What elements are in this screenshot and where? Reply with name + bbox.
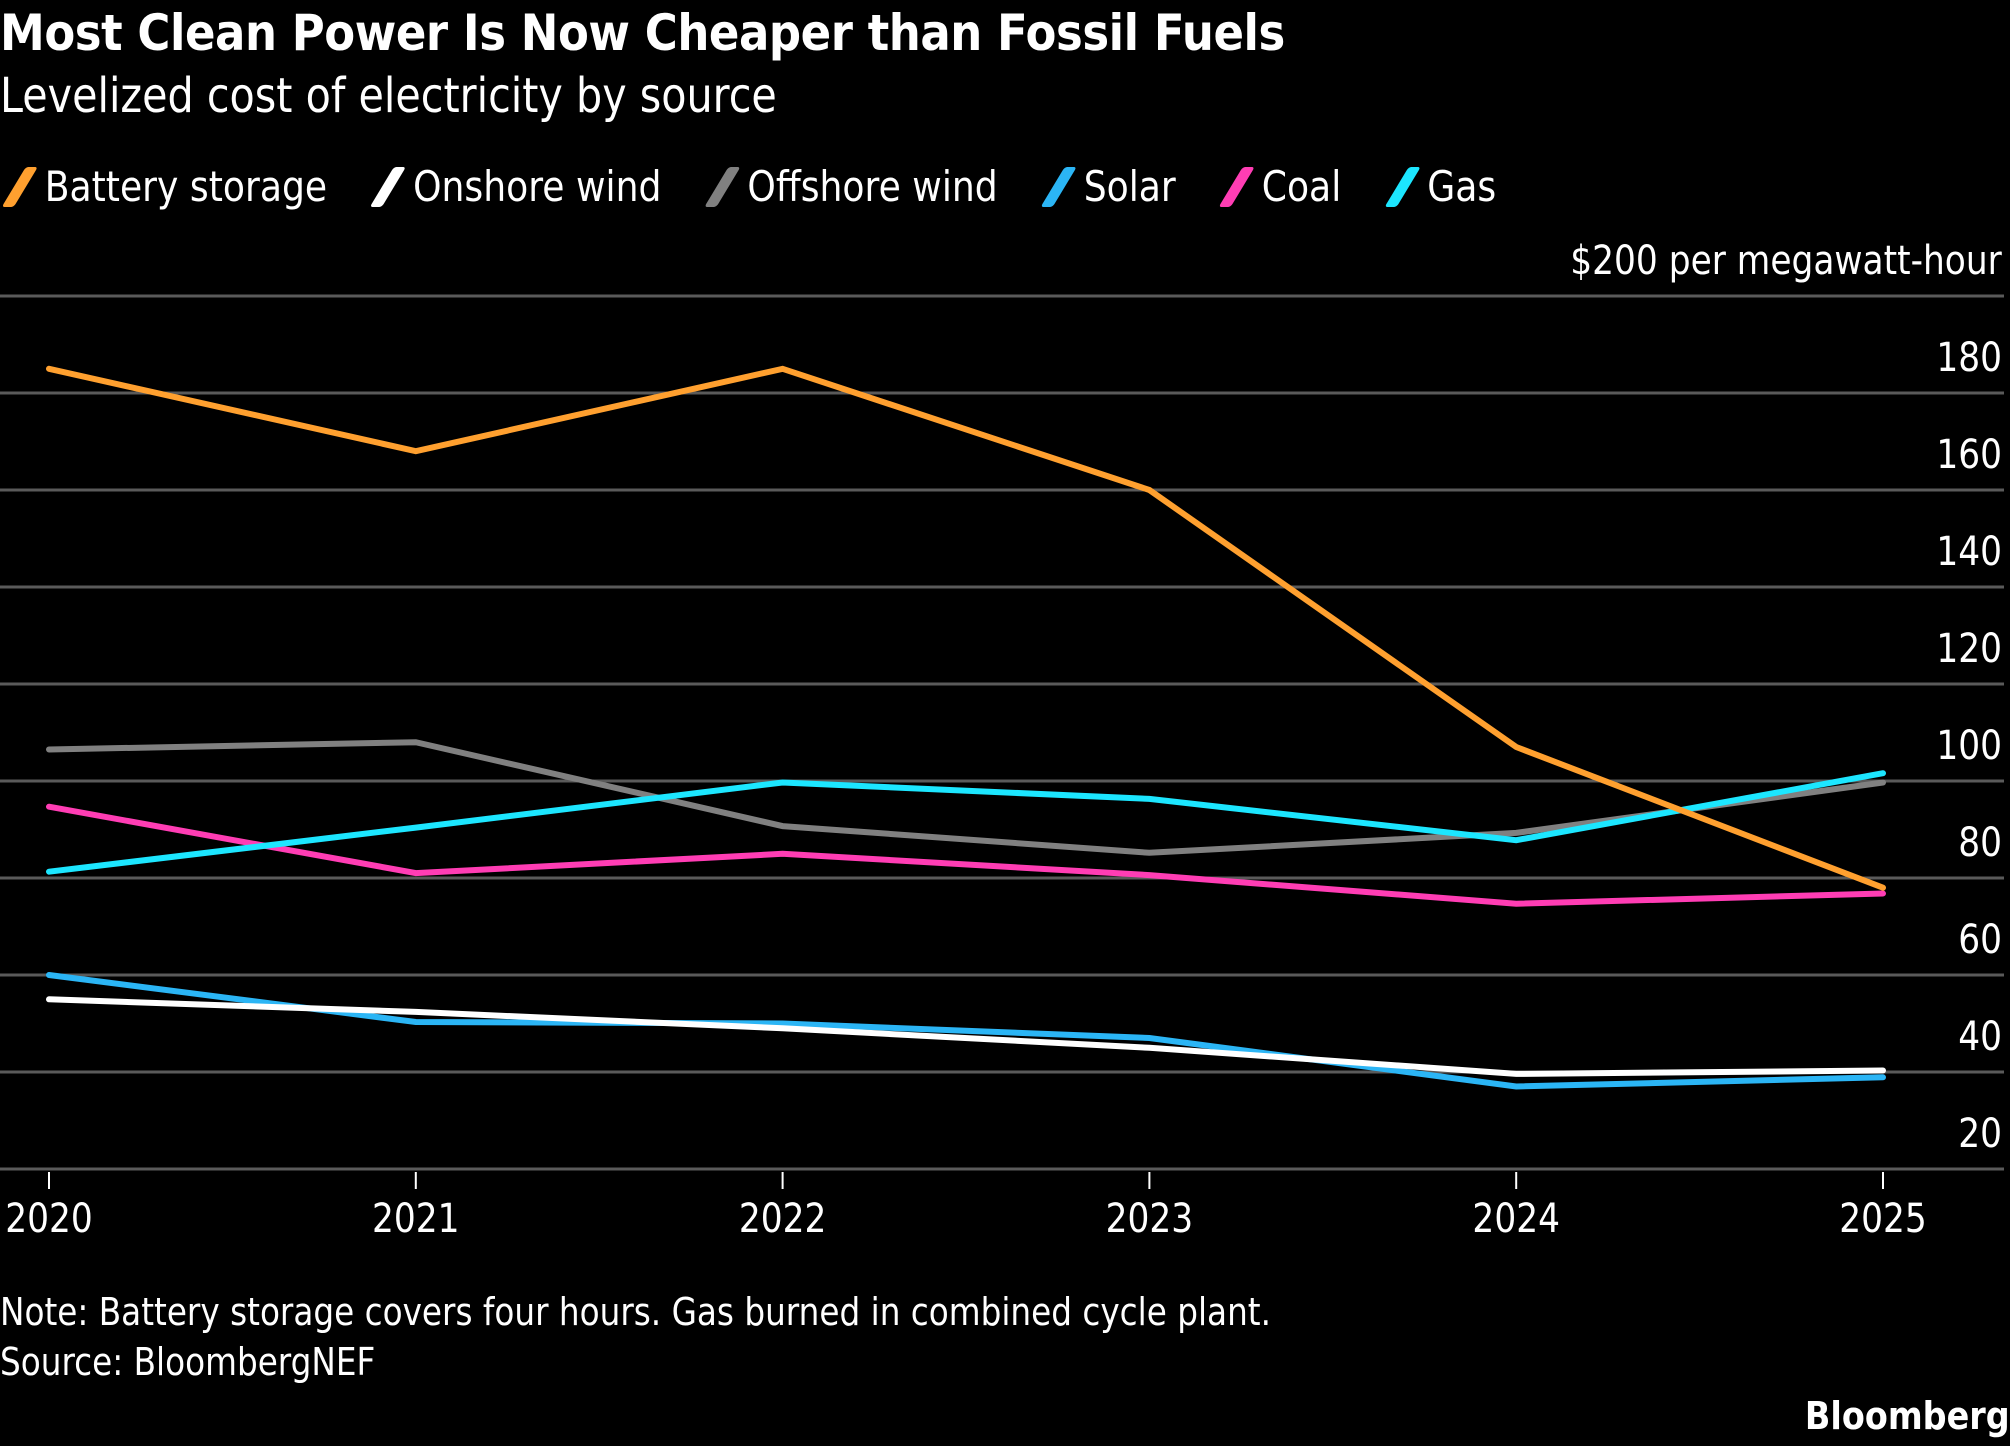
y-tick-label: 60: [1958, 915, 2002, 962]
series-line-coal: [46, 803, 1886, 907]
legend-label: Coal: [1261, 162, 1342, 211]
legend-label: Offshore wind: [747, 162, 998, 211]
legend: Battery storage Onshore wind Offshore wind…: [0, 162, 1537, 211]
y-tick-label: 20: [1958, 1109, 2002, 1156]
legend-item-onshore-wind: Onshore wind: [368, 162, 661, 211]
x-tick-label: 2023: [1106, 1194, 1194, 1241]
y-tick-label: 80: [1958, 818, 2002, 865]
x-tick-label: 2020: [5, 1194, 93, 1241]
legend-label: Gas: [1427, 162, 1497, 211]
x-tick-label: 2024: [1472, 1194, 1560, 1241]
series-line-offshore-wind: [46, 739, 1886, 856]
x-tick-label: 2021: [372, 1194, 460, 1241]
legend-label: Onshore wind: [413, 162, 662, 211]
chart-title: Most Clean Power Is Now Cheaper than Fos…: [0, 4, 1285, 62]
legend-item-battery-storage: Battery storage: [0, 162, 327, 211]
y-axis-unit-label: $200 per megawatt-hour: [1570, 238, 2002, 284]
series-line-solar: [46, 972, 1886, 1090]
series-line-gas: [46, 770, 1886, 875]
y-tick-label: 160: [1936, 430, 2002, 477]
bloomberg-logo: Bloomberg: [1805, 1394, 2010, 1438]
y-tick-label: 140: [1936, 527, 2002, 574]
y-tick-label: 100: [1936, 721, 2002, 768]
series-line-onshore-wind: [46, 996, 1886, 1077]
series-line-battery-storage: [46, 365, 1886, 891]
x-axis: 2020 2021 2022 2023 2024 2025: [5, 1172, 1927, 1242]
x-tick-label: 2022: [739, 1194, 827, 1241]
series-lines: [46, 365, 1886, 1090]
legend-label: Battery storage: [44, 162, 328, 211]
y-axis: 180 160 140 120 100 80 60 40 20: [1936, 333, 2002, 1156]
chart-source: Source: BloombergNEF: [0, 1340, 376, 1384]
y-tick-label: 120: [1936, 624, 2002, 671]
legend-item-coal: Coal: [1217, 162, 1341, 211]
x-tick-label: 2025: [1839, 1194, 1927, 1241]
legend-label: Solar: [1083, 162, 1176, 211]
legend-item-gas: Gas: [1383, 162, 1497, 211]
chart-subtitle: Levelized cost of electricity by source: [0, 68, 777, 124]
legend-item-offshore-wind: Offshore wind: [703, 162, 998, 211]
y-tick-label: 180: [1936, 333, 2002, 380]
y-tick-label: 40: [1958, 1012, 2002, 1059]
gridlines: [0, 294, 2004, 1171]
chart-note: Note: Battery storage covers four hours.…: [0, 1290, 1271, 1334]
legend-item-solar: Solar: [1039, 162, 1176, 211]
